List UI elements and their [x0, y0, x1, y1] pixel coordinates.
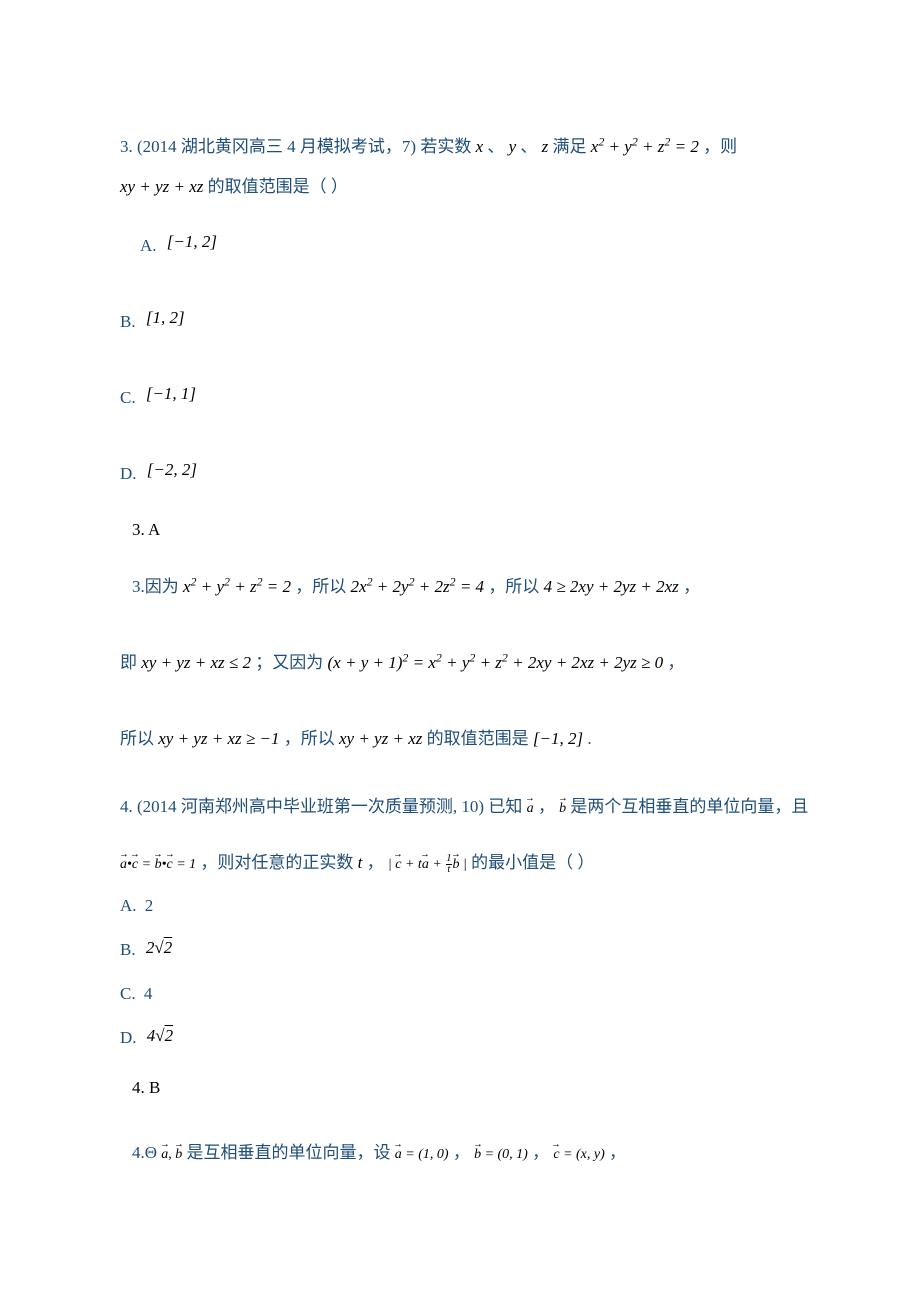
- q3-header-line2: xy + yz + xz 的取值范围是（ ）: [120, 172, 348, 197]
- q3-optC-value: [−1, 1]: [146, 384, 196, 403]
- q4-tail: 是两个互相垂直的单位向量，且: [570, 797, 808, 816]
- q3-var-x: x: [476, 137, 484, 156]
- q3-sol-l2b: ；又因为: [255, 653, 327, 672]
- q4-sol-aeq: a = (1, 0): [395, 1147, 449, 1162]
- q4-optA-label: A.: [120, 896, 137, 915]
- q3-sol-l2c: ，: [667, 653, 684, 672]
- q3-header-line1: 3. (2014 湖北黄冈高三 4 月模拟考试，7) 若实数 x 、 y 、 z…: [120, 132, 737, 157]
- q3-sol-l2a: 即: [120, 653, 141, 672]
- q4-option-A: A. 2: [120, 896, 153, 916]
- q4-vec-a: a: [527, 801, 534, 817]
- q4-header-line2: a•c = b•c = 1 ，则对任意的正实数 t ， | c + ta + 1…: [120, 848, 594, 876]
- q3-var-y: y: [509, 137, 517, 156]
- q3-sep1: 、: [487, 137, 508, 156]
- q3-sol-l1e3: 4 ≥ 2xy + 2yz + 2xz: [544, 577, 679, 596]
- q3-var-z: z: [542, 137, 549, 156]
- q4-answer: 4. B: [132, 1078, 160, 1098]
- q4-option-C: C. 4: [120, 984, 152, 1004]
- q3-prefix: 3. (2014 湖北黄冈高三 4 月模拟考试，7) 若实数: [120, 137, 471, 156]
- q4-sol-l1a: 4.Θ: [132, 1143, 161, 1162]
- q3-sol-l1e1: x2 + y2 + z2 = 2: [183, 577, 291, 596]
- q3-optD-value: [−2, 2]: [147, 460, 197, 479]
- q4-optB-value: 2√2: [146, 938, 172, 957]
- q3-option-C: C. [−1, 1]: [120, 388, 190, 408]
- q4-tail2: 的最小值是（ ）: [471, 853, 594, 872]
- q4-abs-expr: | c + ta + 1tb |: [388, 857, 467, 872]
- q4-sol-ab: a, b: [161, 1147, 182, 1162]
- q4-sol-l1e: ，: [609, 1143, 626, 1162]
- q3-optA-value: [−1, 2]: [167, 232, 217, 251]
- q3-sol-l2e1: xy + yz + xz ≤ 2: [141, 653, 251, 672]
- q3-sol-l1b: ，所以: [295, 577, 350, 596]
- q3-sol-l1d: ，: [683, 577, 700, 596]
- q4-prefix: 4. (2014 河南郑州高中毕业班第一次质量预测, 10) 已知: [120, 797, 527, 816]
- q4-vec-b: b: [559, 801, 566, 817]
- q3-sep2: 、: [520, 137, 541, 156]
- q3-optB-value: [1, 2]: [146, 308, 185, 327]
- q3-optA-label: A.: [140, 236, 157, 255]
- q3-tail2: 的取值范围是（ ）: [208, 177, 348, 196]
- q3-sol-l1c: ，所以: [488, 577, 543, 596]
- q3-optD-label: D.: [120, 464, 137, 483]
- q3-sol-l1e2: 2x2 + 2y2 + 2z2 = 4: [351, 577, 485, 596]
- page: 3. (2014 湖北黄冈高三 4 月模拟考试，7) 若实数 x 、 y 、 z…: [0, 0, 920, 1302]
- q4-optB-label: B.: [120, 940, 136, 959]
- q3-sol-l3b: ，所以: [284, 729, 339, 748]
- q3-optB-label: B.: [120, 312, 136, 331]
- q3-cond: x2 + y2 + z2 = 2: [591, 137, 699, 156]
- q4-sol-l1d: ，: [532, 1143, 553, 1162]
- q3-sol-l3c: 的取值范围是: [427, 729, 533, 748]
- q4-sol-line1: 4.Θ a, b 是互相垂直的单位向量，设 a = (1, 0) ， b = (…: [132, 1138, 626, 1163]
- q3-option-D: D. [−2, 2]: [120, 464, 191, 484]
- q3-tail: ，则: [703, 137, 737, 156]
- q4-sol-beq: b = (0, 1): [474, 1147, 528, 1162]
- q4-header-line1: 4. (2014 河南郑州高中毕业班第一次质量预测, 10) 已知 a ， b …: [120, 792, 808, 817]
- q3-sol-l3a: 所以: [120, 729, 158, 748]
- q4-cond: a•c = b•c = 1: [120, 857, 196, 872]
- q4-sep2: ，: [367, 853, 388, 872]
- q3-answer: 3. A: [132, 520, 160, 540]
- q4-optD-label: D.: [120, 1028, 137, 1047]
- q4-optC-value: 4: [144, 984, 153, 1003]
- q4-var-t: t: [358, 853, 363, 872]
- q3-optC-label: C.: [120, 388, 136, 407]
- q3-sol-l3e2: xy + yz + xz: [339, 729, 422, 748]
- q3-sol-line1: 3.因为 x2 + y2 + z2 = 2 ，所以 2x2 + 2y2 + 2z…: [132, 572, 700, 597]
- q3-option-B: B. [1, 2]: [120, 312, 179, 332]
- q4-mid: ，则对任意的正实数: [200, 853, 353, 872]
- q4-option-B: B. 2√2: [120, 940, 166, 960]
- q3-sol-l1a: 3.因为: [132, 577, 183, 596]
- q3-option-A: A. [−1, 2]: [140, 236, 211, 256]
- q3-sol-l3e1: xy + yz + xz ≥ −1: [158, 729, 279, 748]
- q4-optD-value: 4√2: [147, 1026, 173, 1045]
- q3-sol-line3: 所以 xy + yz + xz ≥ −1 ，所以 xy + yz + xz 的取…: [120, 724, 592, 749]
- q3-sol-line2: 即 xy + yz + xz ≤ 2 ；又因为 (x + y + 1)2 = x…: [120, 648, 684, 673]
- q3-sol-l3d: .: [587, 729, 591, 748]
- q3-sol-l2e2: (x + y + 1)2 = x2 + y2 + z2 + 2xy + 2xz …: [328, 653, 664, 672]
- q4-sol-ceq: c = (x, y): [553, 1147, 604, 1162]
- q4-sol-l1b: 是互相垂直的单位向量，设: [187, 1143, 395, 1162]
- q3-expr: xy + yz + xz: [120, 177, 203, 196]
- q4-sol-l1c: ，: [453, 1143, 474, 1162]
- q4-option-D: D. 4√2: [120, 1028, 167, 1048]
- q3-sol-l3e3: [−1, 2]: [533, 729, 583, 748]
- q4-optC-label: C.: [120, 984, 136, 1003]
- q4-sep: ，: [538, 797, 559, 816]
- q3-mid: 满足: [553, 137, 591, 156]
- q4-optA-value: 2: [145, 896, 154, 915]
